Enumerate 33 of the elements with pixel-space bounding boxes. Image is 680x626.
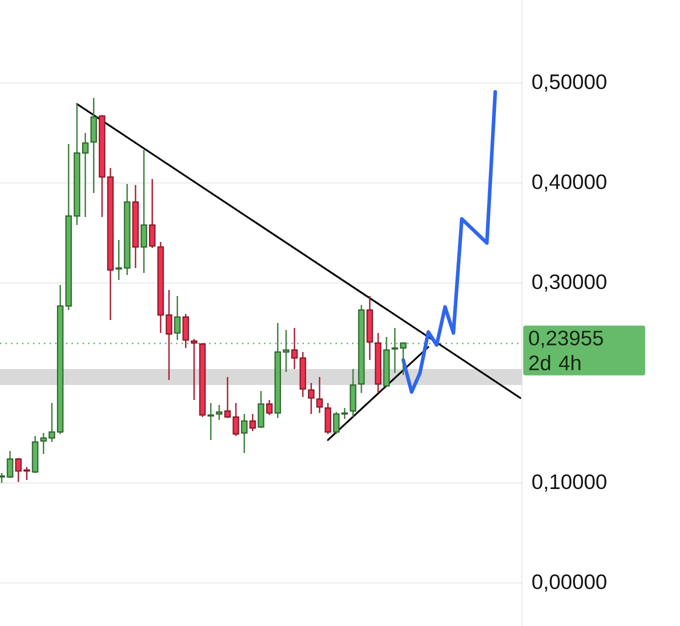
candlestick [182,313,189,349]
candlestick [324,402,332,435]
line-series [401,90,498,394]
y-tick-label: 0,50000 [532,74,606,92]
candlestick [400,342,406,376]
y-tick-label: 0,40000 [532,174,606,192]
candlestick [241,413,248,454]
candlestick [82,132,89,218]
candlestick [24,466,30,481]
candlestick [316,376,323,414]
candlestick [392,327,398,374]
text: 2d 4h [529,354,580,370]
candlestick [116,239,122,281]
candlestick [282,329,290,373]
candlestick [249,413,256,432]
candlestick [258,390,264,429]
candlestick [15,457,22,483]
candlestick [140,149,148,274]
candlestick [190,338,198,401]
candlestick [174,295,181,341]
candlestick [333,411,340,435]
candlestick [6,450,14,479]
ref-line-label: 0,23955 [529,330,603,348]
y-tick-label: 0,30000 [532,274,606,292]
candlestick [308,382,314,415]
y-tick-label: 0,00000 [532,574,606,592]
candlestick [148,178,156,249]
y-tick-label: 0,10000 [532,474,606,492]
candlestick [341,407,348,420]
candlestick [208,402,214,441]
candlestick [291,327,298,370]
candlestick [216,404,222,421]
candlestick [266,399,273,416]
